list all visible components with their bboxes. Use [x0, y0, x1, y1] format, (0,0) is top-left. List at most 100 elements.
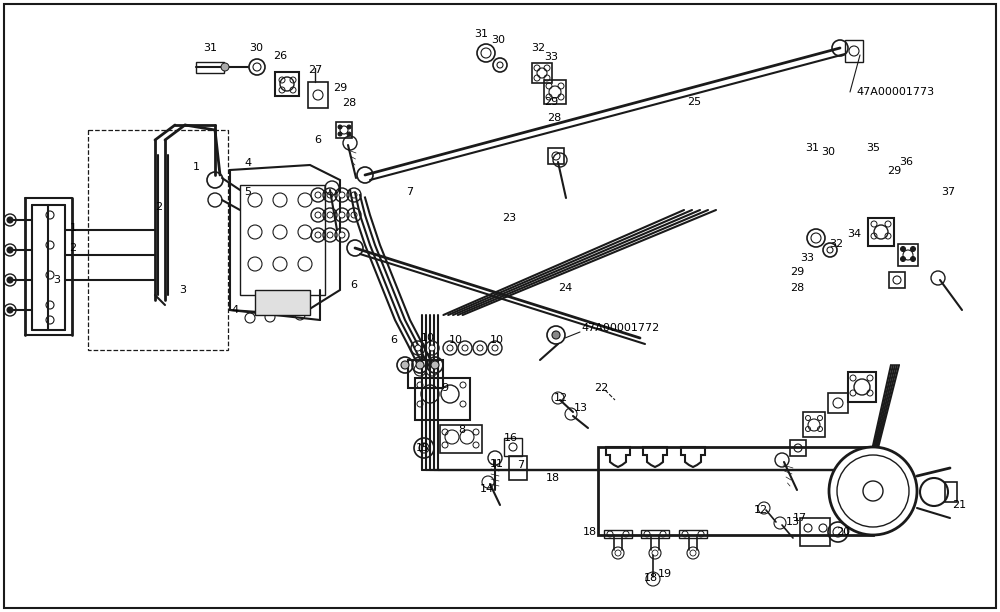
- Bar: [440, 425, 482, 453]
- Circle shape: [338, 125, 342, 129]
- Circle shape: [690, 550, 696, 556]
- Text: 25: 25: [687, 97, 701, 107]
- Circle shape: [416, 361, 424, 369]
- Text: 26: 26: [273, 51, 287, 61]
- Text: 22: 22: [594, 383, 608, 393]
- Text: 4: 4: [231, 305, 239, 315]
- Text: 23: 23: [502, 213, 516, 223]
- Bar: [800, 518, 830, 546]
- Text: 32: 32: [531, 43, 545, 53]
- Text: 33: 33: [544, 52, 558, 62]
- Bar: [548, 148, 564, 164]
- Bar: [845, 40, 863, 62]
- Text: 47A00001773: 47A00001773: [856, 87, 934, 97]
- Bar: [275, 72, 299, 96]
- Text: 18: 18: [546, 473, 560, 483]
- Text: 28: 28: [342, 98, 356, 108]
- Text: 4: 4: [244, 158, 252, 168]
- Text: 36: 36: [899, 157, 913, 167]
- Text: 7: 7: [406, 187, 414, 197]
- Text: 30: 30: [821, 147, 835, 157]
- Text: 47A00001772: 47A00001772: [581, 323, 659, 333]
- Text: 6: 6: [351, 280, 358, 290]
- Text: 29: 29: [790, 267, 804, 277]
- Text: 7: 7: [517, 460, 525, 470]
- Circle shape: [7, 217, 13, 223]
- Circle shape: [431, 361, 439, 369]
- Circle shape: [327, 192, 333, 198]
- Bar: [848, 372, 876, 402]
- Circle shape: [339, 192, 345, 198]
- Text: 31: 31: [203, 43, 217, 53]
- Circle shape: [477, 345, 483, 351]
- Text: 30: 30: [491, 35, 505, 45]
- Text: 6: 6: [314, 135, 322, 145]
- Text: 28: 28: [790, 283, 804, 293]
- Circle shape: [7, 247, 13, 253]
- Circle shape: [221, 63, 229, 71]
- Text: 13: 13: [574, 403, 588, 413]
- Circle shape: [415, 345, 421, 351]
- Bar: [598, 447, 873, 535]
- Text: 31: 31: [474, 29, 488, 39]
- Circle shape: [462, 345, 468, 351]
- Circle shape: [7, 307, 13, 313]
- Circle shape: [900, 247, 906, 252]
- Circle shape: [339, 232, 345, 238]
- Circle shape: [315, 212, 321, 218]
- Bar: [88, 130, 228, 350]
- Text: 8: 8: [458, 425, 466, 435]
- Circle shape: [351, 192, 357, 198]
- Bar: [679, 530, 707, 538]
- Text: 9: 9: [441, 383, 449, 393]
- Circle shape: [492, 345, 498, 351]
- Text: 1: 1: [192, 162, 200, 172]
- Circle shape: [315, 192, 321, 198]
- Text: 21: 21: [952, 500, 966, 510]
- Text: 31: 31: [805, 143, 819, 153]
- Text: 12: 12: [554, 393, 568, 403]
- Text: 13: 13: [786, 517, 800, 527]
- Text: 15: 15: [416, 443, 430, 453]
- Text: 1: 1: [70, 223, 76, 233]
- Text: 11: 11: [490, 459, 504, 469]
- Bar: [196, 62, 224, 73]
- Circle shape: [615, 550, 621, 556]
- Bar: [803, 412, 825, 437]
- Bar: [308, 82, 328, 108]
- Bar: [336, 122, 352, 138]
- Circle shape: [829, 447, 917, 535]
- Text: 10: 10: [449, 335, 463, 345]
- Circle shape: [910, 247, 916, 252]
- Bar: [898, 244, 918, 266]
- Circle shape: [347, 132, 351, 136]
- Text: 37: 37: [941, 187, 955, 197]
- Text: 28: 28: [547, 113, 561, 123]
- Text: 2: 2: [155, 202, 163, 212]
- Circle shape: [652, 550, 658, 556]
- Bar: [945, 482, 957, 502]
- Circle shape: [347, 125, 351, 129]
- Bar: [408, 360, 443, 388]
- Circle shape: [351, 212, 357, 218]
- Circle shape: [900, 256, 906, 261]
- Text: 29: 29: [887, 166, 901, 176]
- Text: 35: 35: [866, 143, 880, 153]
- Bar: [604, 530, 632, 538]
- Bar: [544, 80, 566, 104]
- Bar: [868, 218, 894, 246]
- Text: 32: 32: [829, 239, 843, 249]
- Circle shape: [429, 345, 435, 351]
- Bar: [240, 185, 325, 295]
- Text: 27: 27: [308, 65, 322, 75]
- Text: 5: 5: [244, 187, 252, 197]
- Circle shape: [338, 132, 342, 136]
- Circle shape: [401, 361, 409, 369]
- Circle shape: [315, 232, 321, 238]
- Polygon shape: [255, 290, 310, 315]
- Text: 20: 20: [836, 527, 850, 537]
- Text: 10: 10: [421, 333, 435, 343]
- Bar: [828, 393, 848, 413]
- Text: 29: 29: [333, 83, 347, 93]
- Circle shape: [910, 256, 916, 261]
